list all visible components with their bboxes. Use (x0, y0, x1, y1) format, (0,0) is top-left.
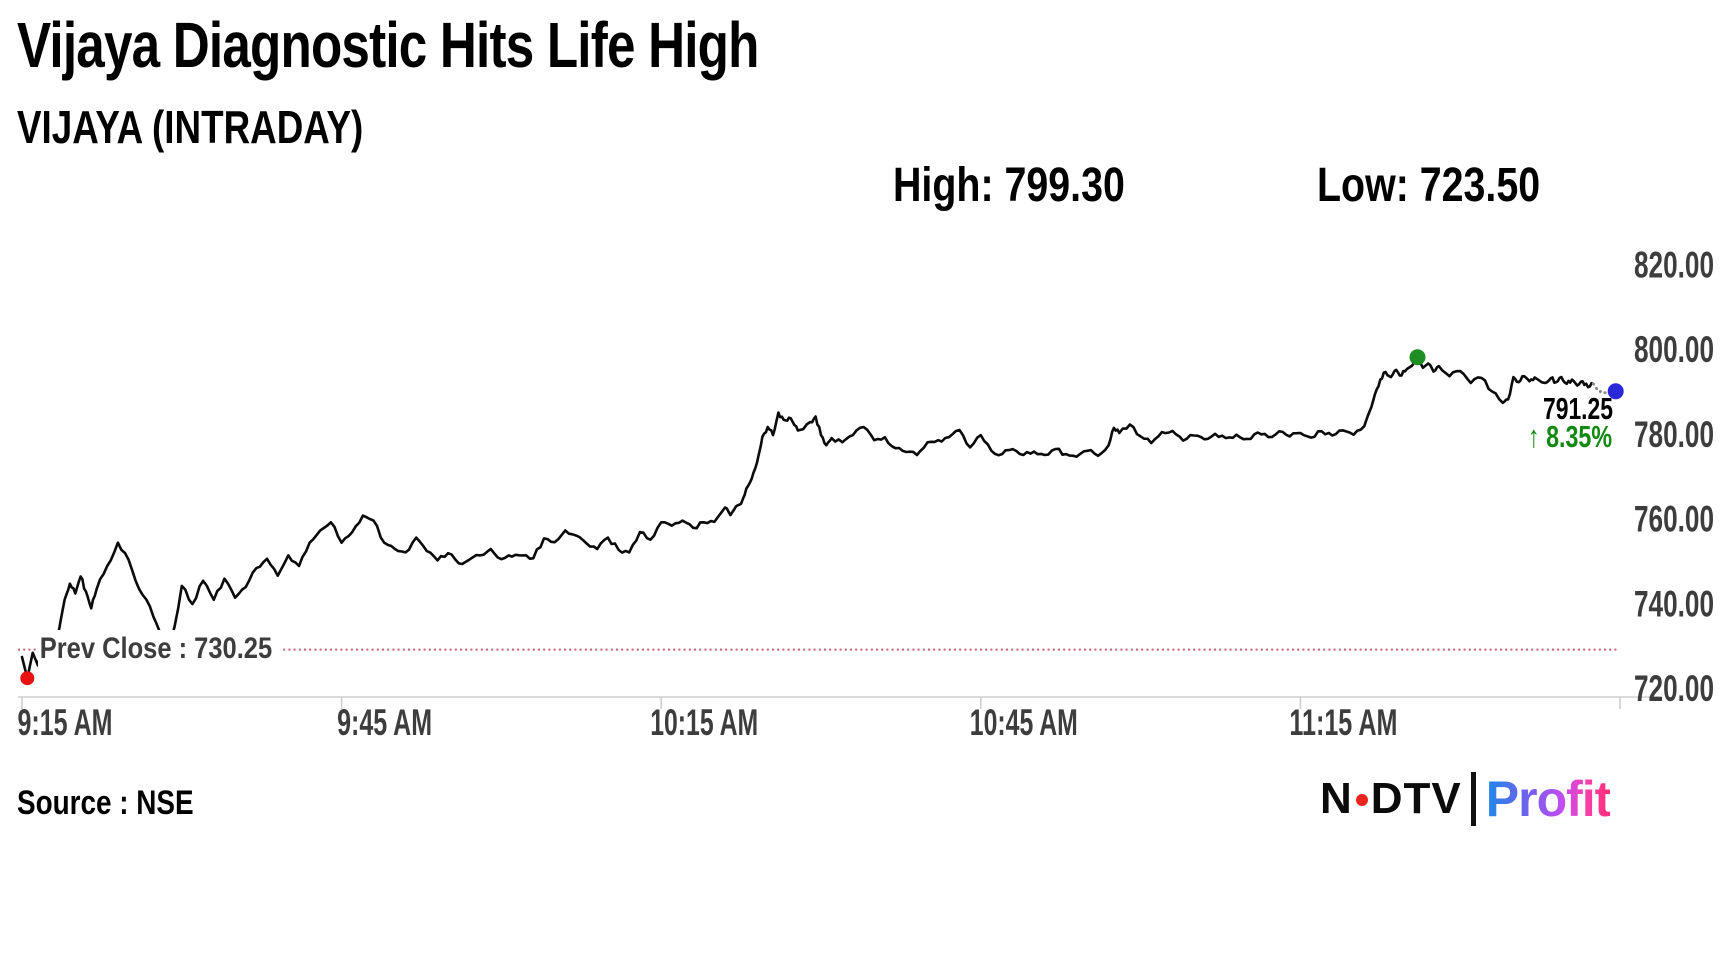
ndtv-wordmark: N DTV (1320, 774, 1462, 824)
price-line (20, 355, 1595, 680)
logo-separator-bar (1470, 772, 1476, 826)
last-price-annotation: 791.25 (1543, 391, 1613, 426)
ndtv-profit-logo: N DTV Profit (1320, 770, 1612, 828)
session-low-stat: Low: 723.50 (1317, 159, 1541, 212)
profit-wordmark: Profit (1485, 771, 1612, 827)
y-axis-label: 800.00 (1634, 329, 1714, 370)
x-axis-label: 9:15 AM (18, 702, 113, 743)
last-trade-dot (1607, 383, 1624, 400)
ndtv-red-dot-icon (1355, 794, 1368, 806)
session-high-dot (1409, 349, 1426, 366)
page-title: Vijaya Diagnostic Hits Life High (17, 9, 759, 81)
ndtv-letters-dtv: DTV (1370, 774, 1462, 823)
chart-subtitle-symbol: VIJAYA (INTRADAY) (17, 101, 364, 153)
y-axis-label: 780.00 (1634, 414, 1714, 455)
x-axis-label: 11:15 AM (1289, 702, 1397, 743)
session-high-stat: High: 799.30 (893, 159, 1125, 212)
y-axis-label: 820.00 (1634, 245, 1714, 286)
price-line-live-dotted-tail (1591, 382, 1618, 396)
x-axis-label: 10:15 AM (650, 702, 758, 743)
prev-close-label: Prev Close : 730.25 (38, 630, 283, 668)
y-axis-label: 760.00 (1634, 499, 1714, 540)
x-axis-label: 10:45 AM (970, 702, 1078, 743)
ndtv-letter-n: N (1320, 774, 1353, 823)
x-axis-label: 9:45 AM (337, 702, 432, 743)
change-percent-annotation: ↑ 8.35% (1528, 419, 1612, 454)
session-low-dot (20, 671, 35, 686)
y-axis-label: 720.00 (1634, 668, 1714, 709)
y-axis-label: 740.00 (1634, 583, 1714, 624)
source-attribution: Source : NSE (17, 784, 194, 822)
